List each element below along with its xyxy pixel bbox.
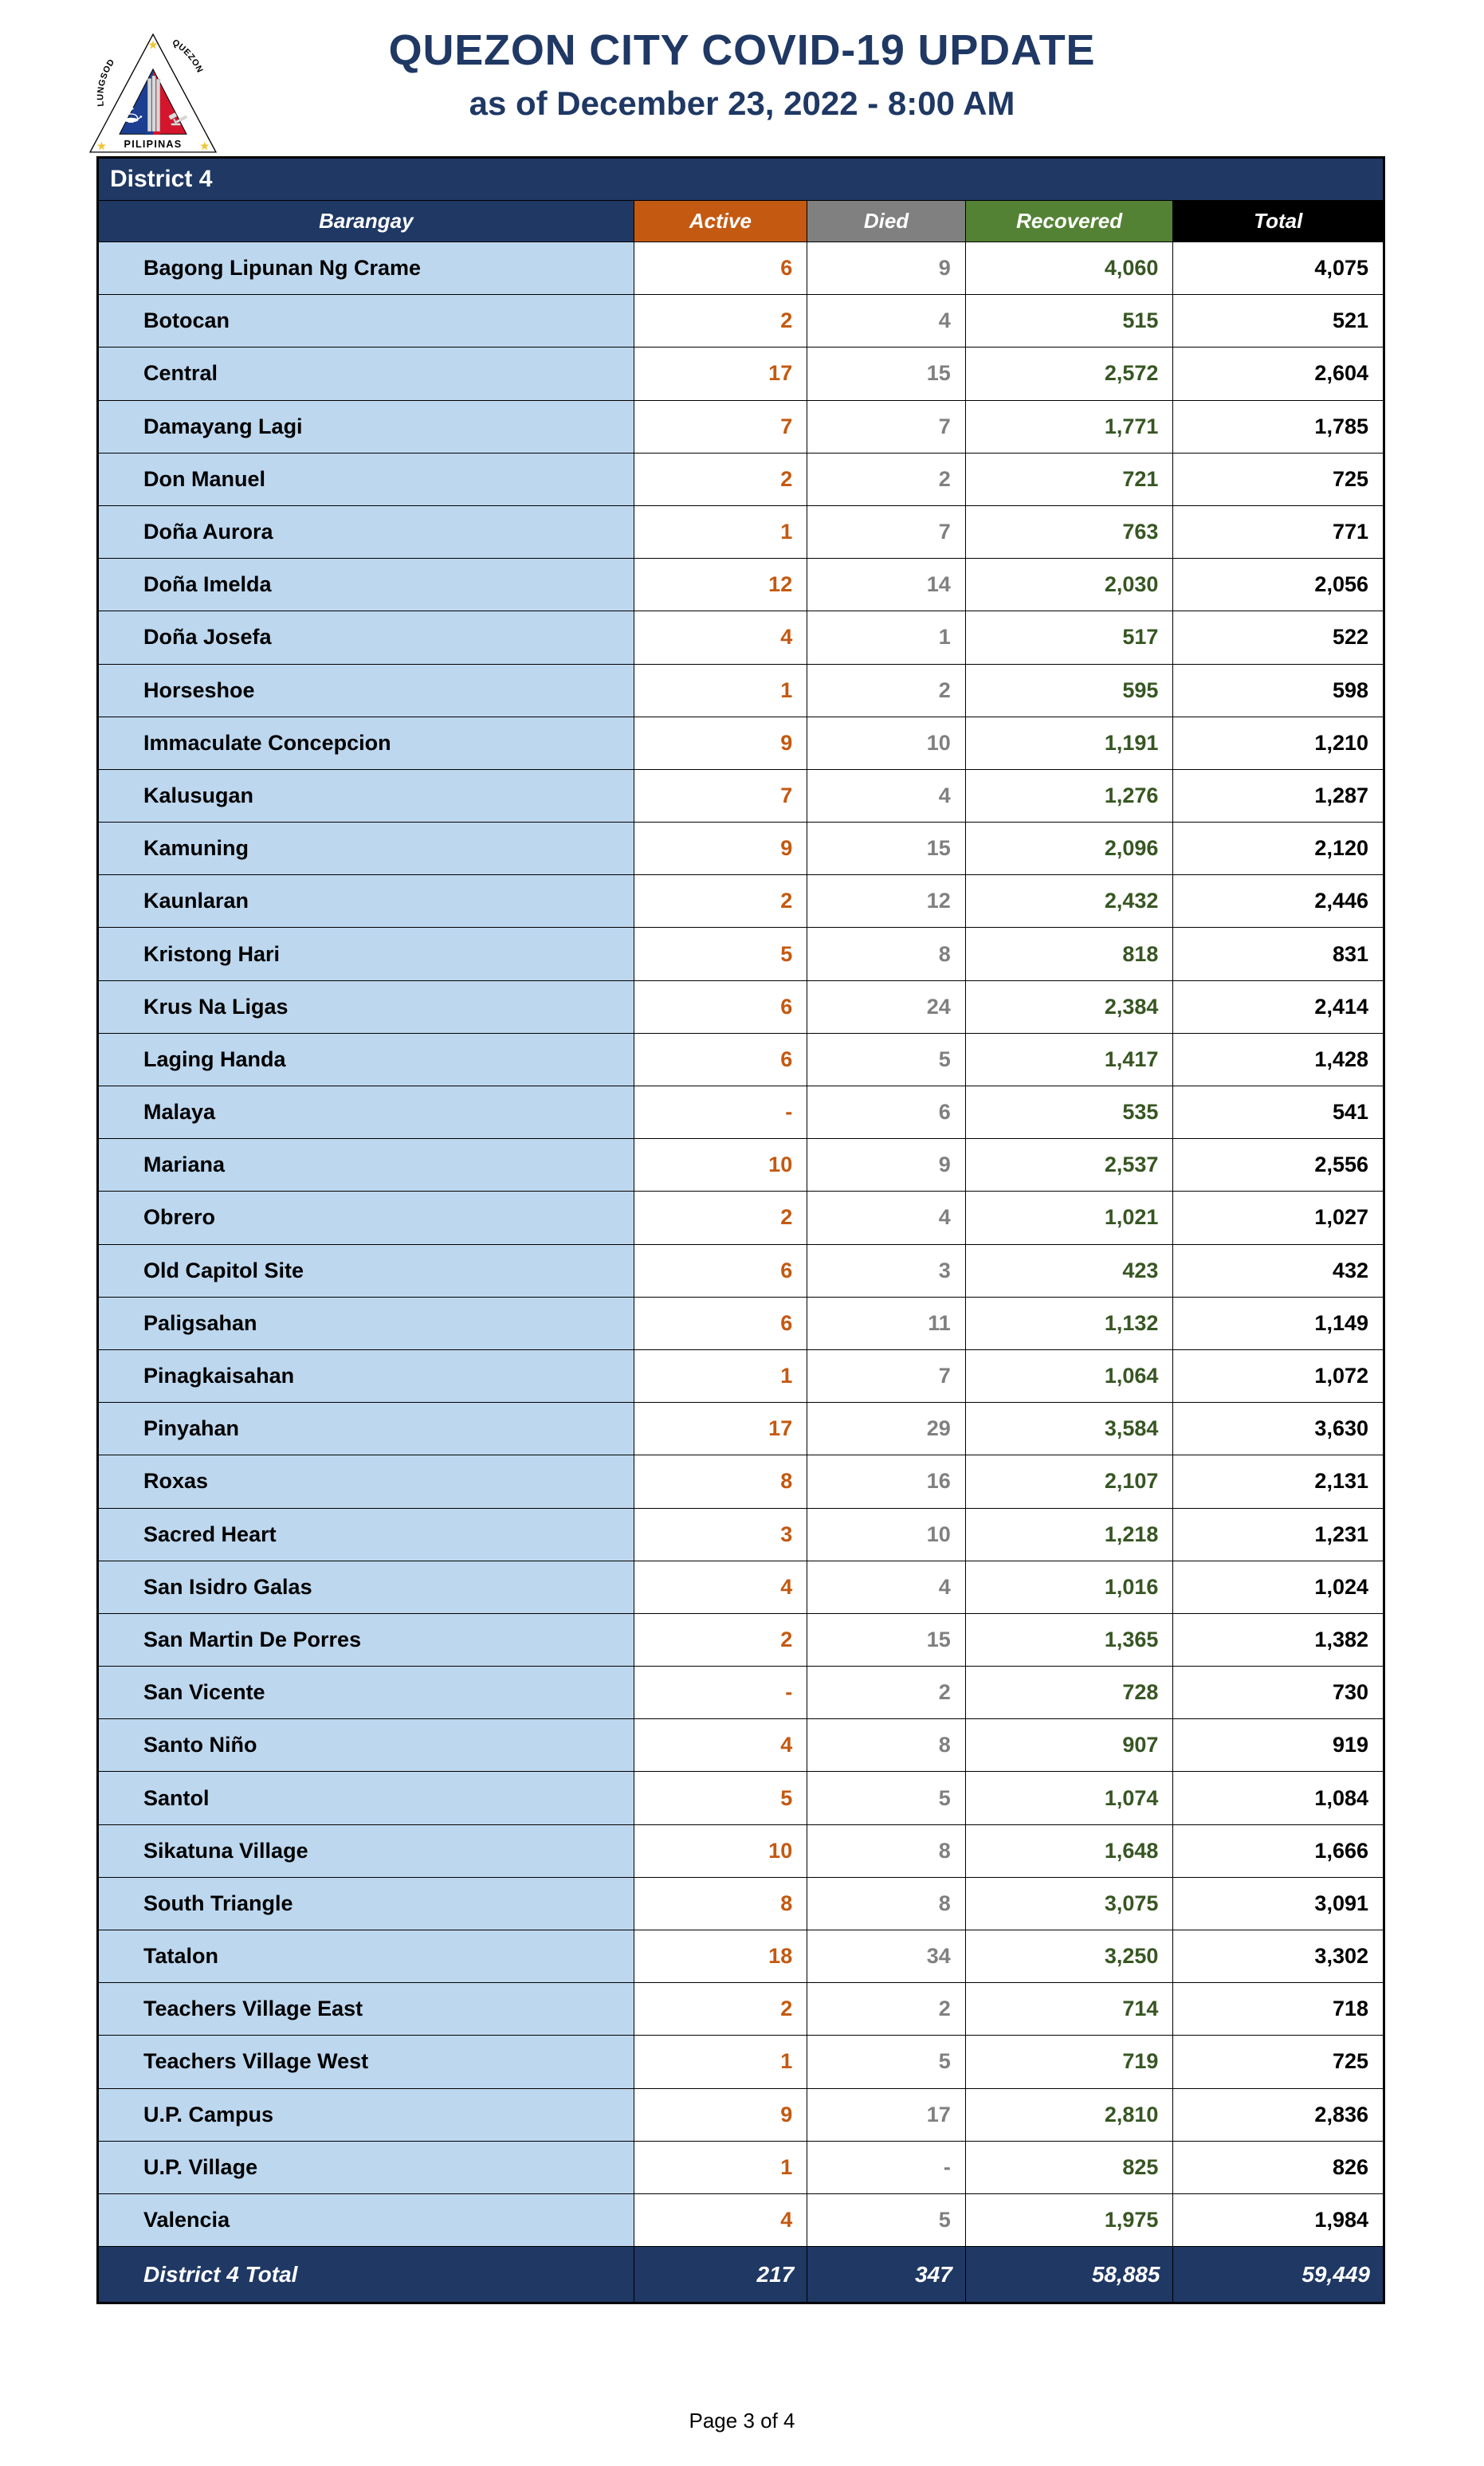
svg-text:PILIPINAS: PILIPINAS — [124, 139, 183, 150]
